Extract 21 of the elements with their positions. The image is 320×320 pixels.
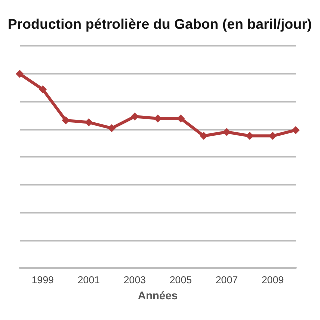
point — [223, 128, 231, 136]
point — [154, 114, 162, 123]
point — [131, 112, 139, 121]
point — [200, 132, 208, 140]
x-axis-title: Années — [138, 290, 178, 302]
x-tick-label: 2007 — [216, 276, 239, 286]
point — [177, 114, 185, 123]
x-tick-label: 1999 — [32, 276, 55, 286]
point — [108, 124, 116, 132]
point — [39, 86, 47, 94]
x-tick-label: 2001 — [78, 276, 101, 286]
point — [85, 118, 93, 127]
point — [269, 132, 277, 140]
point — [62, 116, 70, 125]
x-tick-label: 2009 — [262, 276, 285, 286]
point — [246, 132, 254, 140]
x-tick-label: 2003 — [124, 276, 147, 286]
point — [292, 126, 300, 134]
point — [16, 70, 24, 78]
chart-title: Production pétrolière du Gabon (en baril/jour) — [8, 16, 312, 32]
x-tick-label: 2005 — [170, 276, 193, 286]
